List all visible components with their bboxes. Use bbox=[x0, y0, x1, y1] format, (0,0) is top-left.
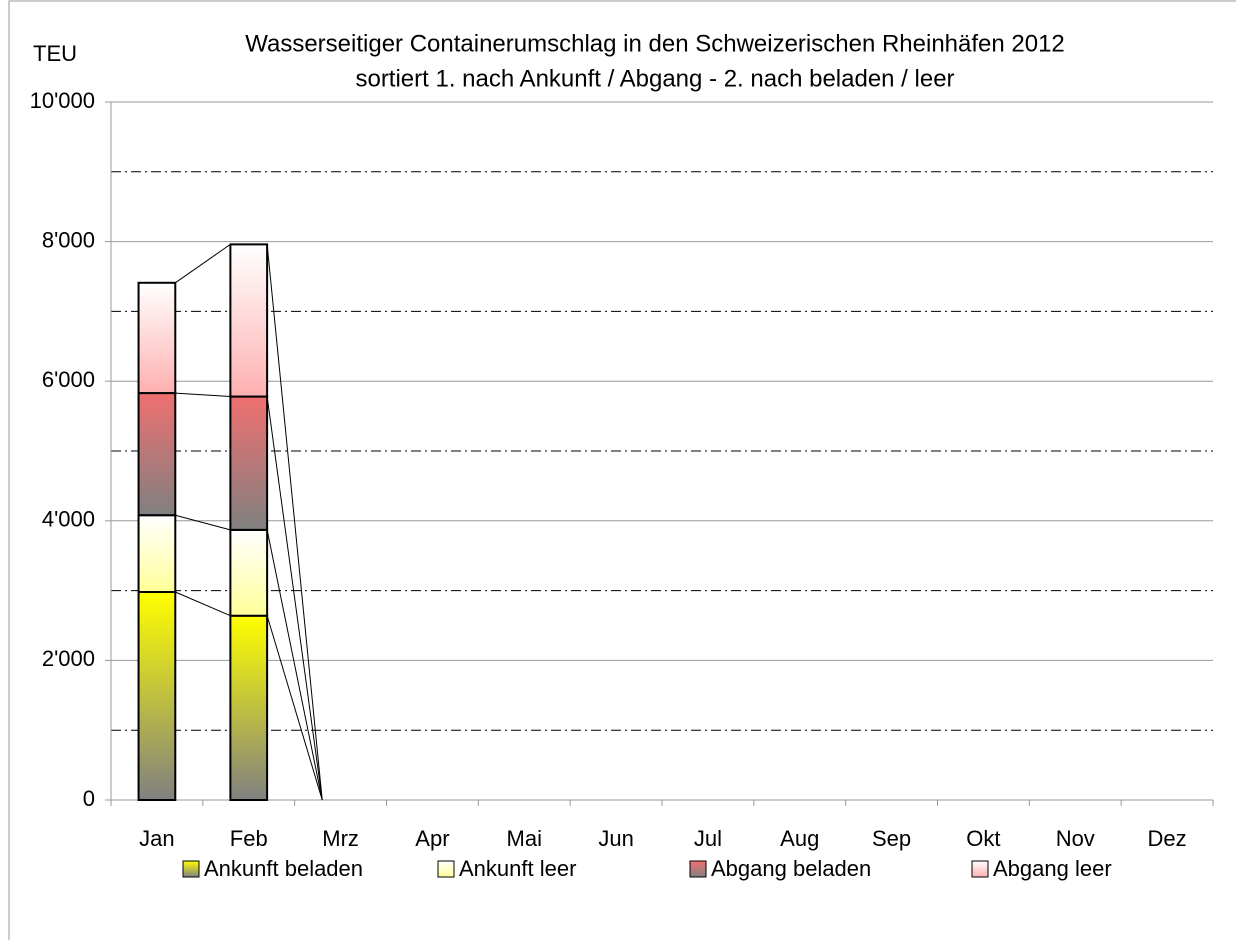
bar-segment bbox=[229, 614, 269, 802]
legend-label: Abgang leer bbox=[993, 856, 1112, 881]
x-tick-label: Feb bbox=[230, 826, 268, 851]
bar-segment bbox=[137, 514, 177, 593]
x-tick-label: Sep bbox=[872, 826, 911, 851]
x-tick-label: Mrz bbox=[322, 826, 359, 851]
x-tick-label: Okt bbox=[966, 826, 1000, 851]
series-line bbox=[266, 615, 323, 801]
legend-label: Abgang beladen bbox=[711, 856, 871, 881]
legend-label: Ankunft beladen bbox=[204, 856, 363, 881]
x-tick-label: Dez bbox=[1148, 826, 1187, 851]
legend-swatch bbox=[971, 860, 989, 878]
series-line bbox=[174, 243, 231, 284]
legend-swatch bbox=[182, 860, 200, 878]
series-line bbox=[266, 396, 323, 801]
series-line bbox=[175, 514, 231, 531]
x-tick-label: Apr bbox=[415, 826, 449, 851]
y-tick-label: 10'000 bbox=[30, 88, 95, 113]
x-tick-label: Jul bbox=[694, 826, 722, 851]
y-axis-label: TEU bbox=[33, 41, 77, 66]
legend-swatch bbox=[437, 860, 455, 878]
bar-segment bbox=[229, 395, 269, 531]
x-tick-label: Nov bbox=[1056, 826, 1095, 851]
y-tick-label: 6'000 bbox=[42, 367, 95, 392]
bar-segment bbox=[229, 243, 269, 398]
frame bbox=[8, 0, 1236, 940]
x-tick-label: Jan bbox=[139, 826, 174, 851]
series-line bbox=[175, 392, 231, 398]
x-tick-label: Jun bbox=[598, 826, 633, 851]
legend-label: Ankunft leer bbox=[459, 856, 576, 881]
y-tick-label: 4'000 bbox=[42, 507, 95, 532]
bar-segment bbox=[137, 392, 177, 517]
x-tick-label: Aug bbox=[780, 826, 819, 851]
chart-subtitle: sortiert 1. nach Ankunft / Abgang - 2. n… bbox=[355, 65, 954, 92]
series-line bbox=[266, 529, 323, 801]
x-tick-label: Mai bbox=[507, 826, 542, 851]
bar-segment bbox=[137, 590, 177, 801]
y-tick-label: 2'000 bbox=[42, 646, 95, 671]
y-tick-label: 0 bbox=[83, 786, 95, 811]
series-line bbox=[175, 591, 231, 617]
legend-swatch bbox=[689, 860, 707, 878]
bar-segment bbox=[229, 528, 269, 617]
bar-segment bbox=[137, 281, 177, 395]
chart-title: Wasserseitiger Containerumschlag in den … bbox=[245, 30, 1065, 57]
series-line bbox=[266, 244, 323, 801]
y-tick-label: 8'000 bbox=[42, 227, 95, 252]
